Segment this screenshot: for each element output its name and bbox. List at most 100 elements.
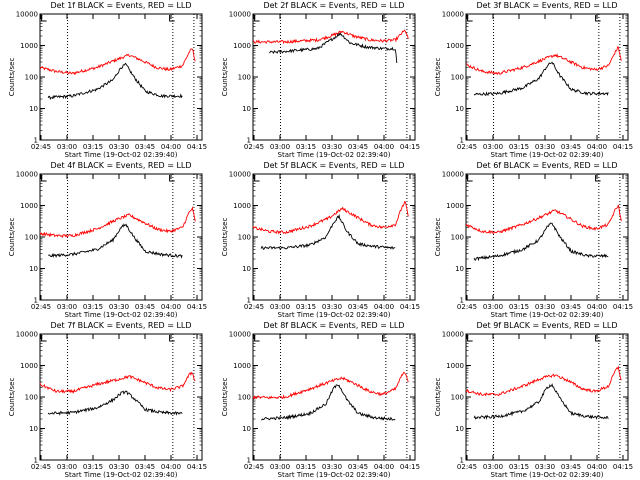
series-line-events <box>47 62 183 101</box>
y-tick-label: 10000 <box>229 11 251 19</box>
plot-frame <box>465 333 629 461</box>
chart-title: Det 6f BLACK = Events, RED = LLD <box>476 161 617 170</box>
chart-title: Det 5f BLACK = Events, RED = LLD <box>263 161 404 170</box>
x-tick-label: 04:15 <box>187 463 207 471</box>
y-tick-label: 1 <box>247 457 251 465</box>
y-axis-label: Counts/sec <box>221 378 229 417</box>
y-tick-label: 10 <box>455 105 464 113</box>
chart-panel-5: Det 5f BLACK = Events, RED = LLD 1 10 100 10… <box>221 161 420 319</box>
x-tick-label: 04:00 <box>374 303 394 311</box>
x-tick-label: 03:30 <box>535 143 555 151</box>
series-line-events <box>260 213 396 250</box>
y-axis-label: Counts/sec <box>221 58 229 97</box>
x-tick-label: 03:30 <box>322 143 342 151</box>
y-axis-label: Counts/sec <box>434 218 442 257</box>
x-tick-label: 03:00 <box>270 303 290 311</box>
y-tick-label: 100 <box>25 394 38 402</box>
series-line-lld <box>252 201 409 235</box>
x-axis-label: Start Time (19-Oct-02 02:39:40) <box>278 471 391 479</box>
x-tick-label: 02:45 <box>244 463 264 471</box>
x-tick-label: 03:45 <box>561 143 581 151</box>
x-axis-label: Start Time (19-Oct-02 02:39:40) <box>491 311 604 319</box>
x-tick-label: 03:00 <box>483 463 503 471</box>
marker-bracket <box>467 335 473 342</box>
x-tick-label: 03:00 <box>270 143 290 151</box>
marker-bracket <box>41 15 47 22</box>
series-line-lld <box>39 371 196 394</box>
y-tick-label: 1000 <box>20 362 38 370</box>
x-tick-label: 04:00 <box>374 463 394 471</box>
x-tick-label: 02:45 <box>31 143 51 151</box>
marker-bracket <box>467 15 473 22</box>
x-tick-label: 03:15 <box>296 303 316 311</box>
marker-bracket <box>254 335 260 342</box>
marker-bracket <box>169 175 175 182</box>
x-tick-label: 03:45 <box>135 143 155 151</box>
plot-frame <box>465 13 629 141</box>
y-tick-label: 1000 <box>446 202 464 210</box>
marker-bracket <box>254 175 260 182</box>
y-tick-label: 10 <box>242 105 251 113</box>
y-axis-label: Counts/sec <box>8 218 16 257</box>
chart-panel-7: Det 7f BLACK = Events, RED = LLD 1 10 100 10… <box>8 321 207 479</box>
x-axis-label: Start Time (19-Oct-02 02:39:40) <box>65 311 178 319</box>
plot-frame <box>39 173 203 301</box>
chart-panel-4: Det 4f BLACK = Events, RED = LLD 1 10 100 10… <box>8 161 207 319</box>
plot-frame <box>252 13 416 141</box>
x-tick-label: 03:00 <box>57 303 77 311</box>
y-tick-label: 1 <box>247 137 251 145</box>
chart-panel-3: Det 3f BLACK = Events, RED = LLD 1 10 100 10… <box>434 1 633 159</box>
x-tick-label: 03:15 <box>296 143 316 151</box>
x-axis-label: Start Time (19-Oct-02 02:39:40) <box>491 151 604 159</box>
chart-panel-1: Det 1f BLACK = Events, RED = LLD 1 10 100 10… <box>8 1 207 159</box>
x-tick-label: 04:00 <box>161 143 181 151</box>
series-line-events <box>269 32 398 64</box>
x-tick-label: 03:15 <box>509 463 529 471</box>
x-tick-label: 02:45 <box>244 143 264 151</box>
marker-bracket <box>382 335 388 342</box>
y-tick-label: 10 <box>242 265 251 273</box>
y-tick-label: 1000 <box>233 362 251 370</box>
x-tick-label: 03:30 <box>109 303 129 311</box>
x-tick-label: 03:45 <box>348 303 368 311</box>
marker-bracket <box>169 15 175 22</box>
marker-bracket <box>595 335 601 342</box>
x-tick-label: 02:45 <box>457 463 477 471</box>
x-tick-label: 04:00 <box>587 463 607 471</box>
x-tick-label: 04:15 <box>400 463 420 471</box>
x-tick-label: 03:30 <box>322 463 342 471</box>
x-tick-label: 04:00 <box>587 303 607 311</box>
y-tick-label: 1 <box>460 457 464 465</box>
y-tick-label: 1 <box>460 137 464 145</box>
x-tick-label: 03:45 <box>135 463 155 471</box>
y-tick-label: 10000 <box>442 331 464 339</box>
x-tick-label: 03:15 <box>509 143 529 151</box>
x-tick-label: 03:00 <box>483 143 503 151</box>
y-tick-label: 100 <box>451 394 464 402</box>
series-line-events <box>473 383 609 420</box>
marker-bracket <box>382 175 388 182</box>
x-tick-label: 03:15 <box>296 463 316 471</box>
y-tick-label: 100 <box>25 74 38 82</box>
x-tick-label: 03:45 <box>561 463 581 471</box>
x-tick-label: 04:00 <box>587 143 607 151</box>
x-tick-label: 04:15 <box>187 143 207 151</box>
x-tick-label: 04:15 <box>613 463 633 471</box>
y-tick-label: 1 <box>247 297 251 305</box>
plot-frame <box>465 173 629 301</box>
x-tick-label: 03:30 <box>109 143 129 151</box>
x-tick-label: 04:15 <box>613 143 633 151</box>
series-line-events <box>473 61 609 97</box>
x-axis-label: Start Time (19-Oct-02 02:39:40) <box>65 471 178 479</box>
y-tick-label: 1 <box>34 137 38 145</box>
y-tick-label: 10000 <box>16 171 38 179</box>
y-tick-label: 100 <box>238 74 251 82</box>
x-axis-label: Start Time (19-Oct-02 02:39:40) <box>65 151 178 159</box>
x-tick-label: 03:45 <box>561 303 581 311</box>
x-tick-label: 03:00 <box>57 463 77 471</box>
y-tick-label: 1 <box>34 457 38 465</box>
x-tick-label: 02:45 <box>457 303 477 311</box>
y-tick-label: 10000 <box>16 331 38 339</box>
plot-frame <box>39 13 203 141</box>
series-line-lld <box>465 204 622 235</box>
